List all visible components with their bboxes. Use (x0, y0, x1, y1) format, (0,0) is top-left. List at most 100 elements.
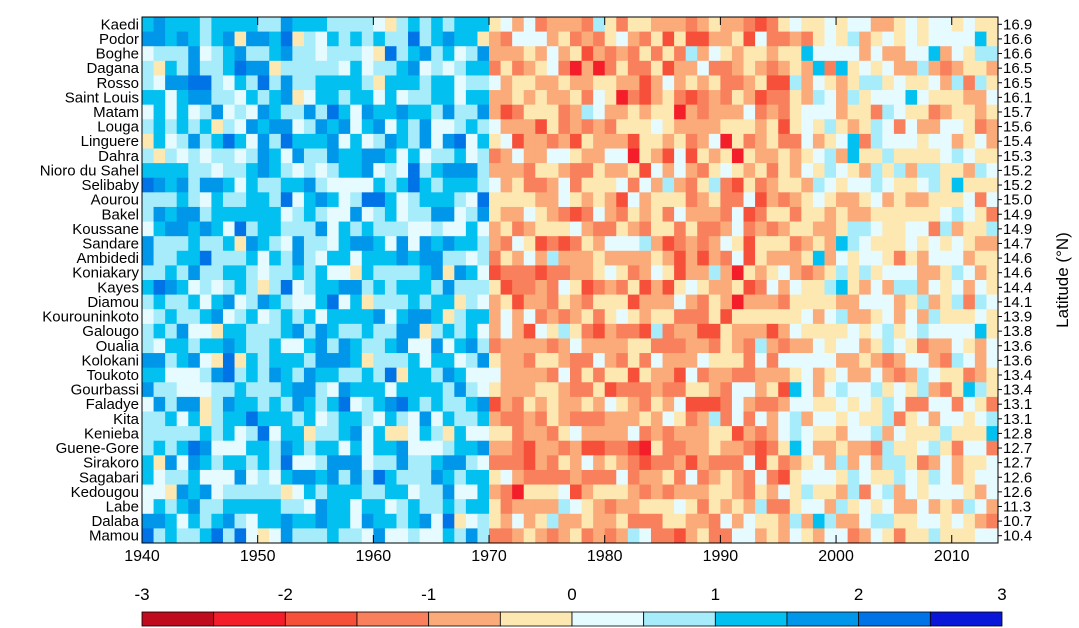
heatmap-cell (315, 17, 328, 33)
heatmap-cell (396, 294, 409, 310)
heatmap-cell (350, 148, 363, 164)
heatmap-cell (882, 46, 895, 62)
heatmap-cell (523, 469, 536, 485)
heatmap-cell (142, 455, 154, 471)
heatmap-cell (535, 499, 548, 515)
heatmap-cell (246, 396, 259, 412)
heatmap-cell (408, 396, 421, 412)
heatmap-cell (269, 265, 282, 281)
heatmap-cell (188, 440, 201, 456)
heatmap-cell (500, 353, 513, 369)
heatmap-cell (928, 280, 941, 296)
latitude-label: 13.4 (1003, 382, 1032, 399)
heatmap-cell (269, 513, 282, 529)
heatmap-cell (442, 396, 455, 412)
heatmap-cell (454, 104, 467, 120)
heatmap-cell (350, 221, 363, 237)
heatmap-cell (928, 426, 941, 442)
heatmap-cell (546, 177, 559, 193)
heatmap-cell (257, 46, 270, 62)
heatmap-cell (974, 60, 987, 76)
heatmap-cell (327, 513, 340, 529)
heatmap-cell (211, 192, 224, 208)
heatmap-cell (951, 60, 964, 76)
heatmap-cell (257, 90, 270, 106)
heatmap-cell (269, 104, 282, 120)
heatmap-cell (581, 513, 594, 529)
heatmap-cell (165, 411, 178, 427)
heatmap-cell (142, 119, 154, 135)
heatmap-cell (847, 236, 860, 252)
heatmap-cell (593, 31, 606, 47)
heatmap-cell (928, 455, 941, 471)
heatmap-cell (512, 469, 525, 485)
heatmap-cell (616, 31, 629, 47)
heatmap-cell (801, 309, 814, 325)
heatmap-cell (350, 499, 363, 515)
heatmap-cell (870, 411, 883, 427)
heatmap-cell (199, 280, 212, 296)
heatmap-cell (963, 309, 976, 325)
heatmap-cell (465, 294, 478, 310)
heatmap-cell (974, 294, 987, 310)
heatmap-cell (627, 484, 640, 500)
heatmap-cell (674, 513, 687, 529)
heatmap-cell (234, 31, 247, 47)
heatmap-cell (882, 163, 895, 179)
heatmap-cell (951, 177, 964, 193)
heatmap-cell (373, 236, 386, 252)
heatmap-cell (222, 90, 235, 106)
heatmap-cell (836, 309, 849, 325)
heatmap-cell (905, 280, 918, 296)
heatmap-cell (165, 192, 178, 208)
heatmap-cell (454, 221, 467, 237)
heatmap-cell (928, 528, 941, 544)
heatmap-cell (454, 469, 467, 485)
heatmap-cell (315, 367, 328, 383)
heatmap-cell (500, 265, 513, 281)
heatmap-cell (269, 411, 282, 427)
heatmap-cell (176, 484, 189, 500)
heatmap-cell (408, 221, 421, 237)
heatmap-cell (766, 294, 779, 310)
heatmap-cell (454, 499, 467, 515)
heatmap-cell (176, 236, 189, 252)
heatmap-cell (442, 75, 455, 91)
heatmap-cell (859, 280, 872, 296)
heatmap-cell (743, 528, 756, 544)
heatmap-cell (373, 163, 386, 179)
heatmap-cell (454, 323, 467, 339)
heatmap-cell (951, 90, 964, 106)
heatmap-cell (812, 221, 825, 237)
heatmap-cell (731, 46, 744, 62)
heatmap-cell (477, 323, 490, 339)
heatmap-cell (292, 338, 305, 354)
heatmap-cell (500, 221, 513, 237)
heatmap-cell (836, 148, 849, 164)
heatmap-cell (477, 104, 490, 120)
heatmap-cell (812, 440, 825, 456)
heatmap-cell (199, 484, 212, 500)
heatmap-cell (708, 455, 721, 471)
heatmap-cell (789, 528, 802, 544)
heatmap-cell (500, 75, 513, 91)
heatmap-cell (708, 236, 721, 252)
heatmap-cell (616, 309, 629, 325)
heatmap-cell (847, 396, 860, 412)
heatmap-cell (222, 484, 235, 500)
colorbar-segment (571, 611, 645, 627)
heatmap-cell (419, 309, 432, 325)
heatmap-cell (523, 133, 536, 149)
heatmap-cell (211, 469, 224, 485)
heatmap-cell (951, 469, 964, 485)
heatmap-cell (662, 309, 675, 325)
heatmap-cell (303, 440, 316, 456)
heatmap-cell (546, 119, 559, 135)
heatmap-cell (338, 513, 351, 529)
heatmap-cell (269, 90, 282, 106)
heatmap-cell (662, 353, 675, 369)
heatmap-cell (720, 499, 733, 515)
heatmap-cell (836, 250, 849, 266)
heatmap-cell (269, 382, 282, 398)
